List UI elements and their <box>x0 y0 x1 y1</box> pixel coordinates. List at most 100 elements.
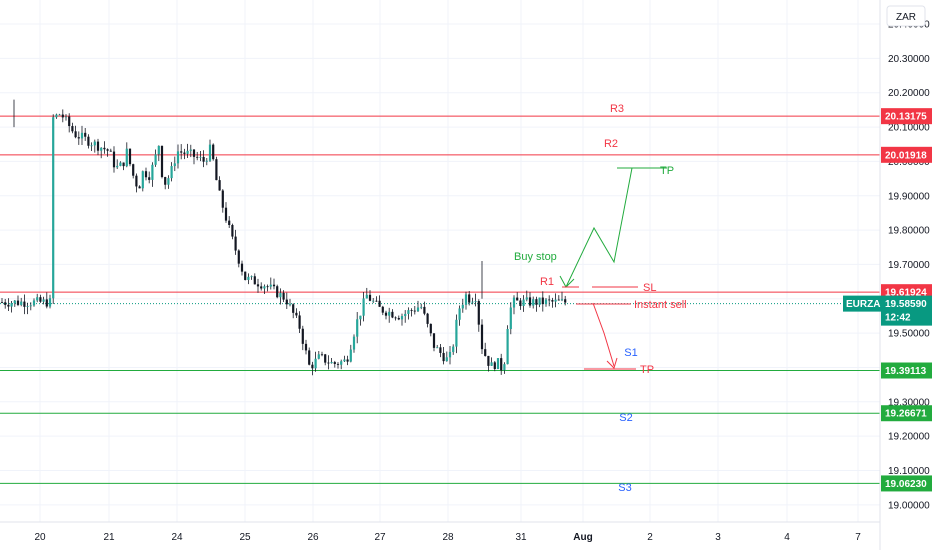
candle-body-down <box>266 286 269 288</box>
candle-body-up <box>420 306 423 308</box>
level-label-r1: R1 <box>540 276 554 288</box>
candle-body-up <box>205 160 208 162</box>
candle-body-up <box>461 304 464 309</box>
candle-body-up <box>445 357 448 362</box>
candle-body-up <box>116 165 119 168</box>
buy-stop-label: Buy stop <box>514 251 557 263</box>
time-tick-label: 24 <box>171 532 183 543</box>
candle-body-up <box>250 276 253 278</box>
price-axis[interactable]: 20.4000020.3000020.2000020.1000020.00000… <box>888 20 930 512</box>
candle-body-down <box>423 306 426 314</box>
candle-body-up <box>388 311 391 316</box>
tp-up-label: TP <box>660 165 674 177</box>
candle-body-down <box>196 156 199 158</box>
candle-body-down <box>221 190 224 208</box>
candle-body-up <box>474 301 477 302</box>
time-tick-label: 27 <box>374 532 386 543</box>
candle-body-down <box>292 304 295 313</box>
sl-label: SL <box>643 282 656 294</box>
candle-body-up <box>455 319 458 347</box>
candles <box>0 99 567 376</box>
candle-body-up <box>20 301 23 305</box>
price-tag-text-r2: 20.01918 <box>885 150 927 161</box>
candle-body-up <box>343 359 346 362</box>
candle-body-up <box>80 132 84 139</box>
candle-body-up <box>512 297 516 308</box>
candle-body-down <box>541 297 544 305</box>
candle-body-down <box>138 186 141 189</box>
candle-body-down <box>106 149 109 151</box>
candle-body-down <box>61 114 64 118</box>
candle-body-up <box>452 346 455 352</box>
candle-body-down <box>327 362 330 364</box>
candle-body-up <box>42 299 45 302</box>
candle-body-down <box>71 126 74 132</box>
candle-body-down <box>132 164 135 176</box>
currency-button[interactable]: ZAR <box>886 5 926 27</box>
candle-body-down <box>308 350 311 365</box>
candle-body-up <box>10 303 13 307</box>
candle-body-up <box>55 114 58 118</box>
price-tick-label: 19.30000 <box>888 397 930 408</box>
candle-body-down <box>375 300 378 302</box>
candle-body-down <box>477 301 480 325</box>
price-tick-label: 19.70000 <box>888 260 930 271</box>
candle-body-down <box>551 300 554 302</box>
candle-body-up <box>416 307 420 312</box>
candle-body-up <box>532 299 535 306</box>
level-label-r3: R3 <box>610 103 624 115</box>
time-tick-label: 4 <box>784 532 790 543</box>
candle-body-up <box>365 294 368 299</box>
time-tick-label: 2 <box>647 532 653 543</box>
candle-body-down <box>298 315 301 329</box>
candle-body-up <box>36 297 39 301</box>
candle-body-up <box>199 156 202 158</box>
candle-body-up <box>170 166 173 179</box>
candle-body-up <box>247 276 250 280</box>
instant-sell-label: Instant sell <box>634 299 687 311</box>
buy-path-line <box>565 167 633 288</box>
candle-body-up <box>141 171 144 189</box>
last-price-tag <box>881 295 932 326</box>
candle-body-down <box>45 299 48 307</box>
candle-body-down <box>285 299 288 305</box>
candle-body-up <box>189 149 192 151</box>
candle-body-down <box>397 318 400 320</box>
candle-body-down <box>311 364 314 369</box>
symbol-tag <box>843 295 881 312</box>
candle-body-up <box>288 304 292 306</box>
price-tag-text-s2: 19.26671 <box>885 409 927 420</box>
candle-body-down <box>218 180 221 191</box>
candle-body-up <box>151 164 154 180</box>
price-tags: 20.13175 20.01918 19.61924 19.39113 19.26671… <box>843 108 932 492</box>
candle-body-down <box>432 333 436 348</box>
time-tick-label: 7 <box>855 532 861 543</box>
candle-body-down <box>237 250 240 264</box>
time-tick-label: 20 <box>34 532 46 543</box>
candle-body-down <box>429 323 432 334</box>
candle-body-up <box>404 313 407 317</box>
candle-body-up <box>269 284 272 287</box>
time-axis[interactable]: 20 21 24 25 26 27 28 31 Aug 2 3 4 7 <box>34 532 861 543</box>
candle-body-down <box>212 144 215 160</box>
candle-body-down <box>487 355 490 366</box>
price-tick-label: 19.90000 <box>888 191 930 202</box>
candle-body-down <box>439 347 442 353</box>
candle-body-up <box>356 319 359 337</box>
candle-body-down <box>215 159 218 181</box>
candle-body-down <box>202 156 205 162</box>
time-tick-label: 25 <box>239 532 251 543</box>
candle-body-up <box>525 297 528 300</box>
price-tick-label: 19.00000 <box>888 500 930 511</box>
candle-body-up <box>58 114 61 116</box>
candle-body-up <box>93 141 96 146</box>
candle-body-up <box>503 364 506 371</box>
candle-body-up <box>119 162 122 166</box>
price-tag-text-s3: 19.06230 <box>885 479 927 490</box>
candle-body-down <box>144 171 148 178</box>
candle-body-down <box>183 152 186 154</box>
sell-arrow-head <box>606 357 618 369</box>
candle-body-down <box>148 177 151 180</box>
